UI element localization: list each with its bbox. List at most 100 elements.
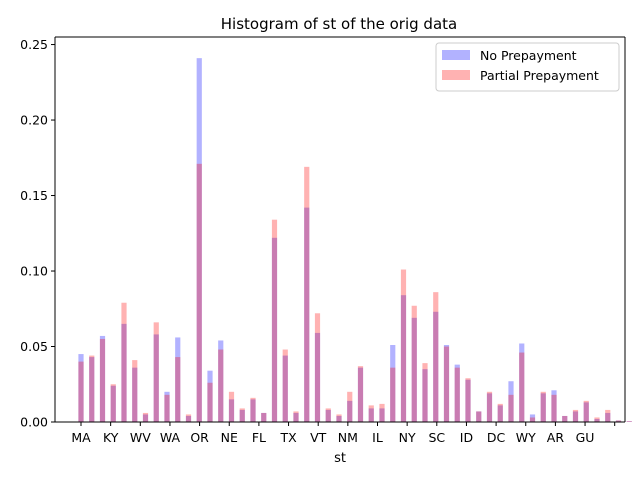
bar-partial-prepayment-1 [89, 355, 95, 422]
bar-no-prepayment-0 [78, 354, 84, 422]
x-tick-label: FL [252, 430, 266, 445]
bar-no-prepayment-21 [304, 207, 310, 422]
bar-no-prepayment-35 [454, 364, 460, 422]
bar-no-prepayment-15 [239, 409, 245, 422]
x-tick-label: IL [372, 430, 383, 445]
x-tick-label: AR [547, 430, 565, 445]
bar-partial-prepayment-21 [304, 166, 310, 422]
legend-label-1: Partial Prepayment [480, 68, 599, 83]
bar-partial-prepayment-26 [357, 366, 364, 422]
bar-partial-prepayment-33 [433, 292, 439, 422]
bar-partial-prepayment-42 [529, 417, 536, 422]
bar-partial-prepayment-37 [476, 411, 482, 422]
bar-partial-prepayment-51 [626, 421, 632, 422]
y-tick-label: 0.10 [20, 264, 48, 279]
bar-no-prepayment-22 [314, 332, 321, 422]
bar-partial-prepayment-45 [562, 415, 568, 422]
bar-partial-prepayment-36 [465, 378, 471, 422]
legend-box [435, 42, 620, 92]
bar-partial-prepayment-32 [422, 363, 428, 422]
bar-no-prepayment-6 [142, 414, 149, 422]
bar-no-prepayment-2 [99, 335, 106, 422]
bar-no-prepayment-7 [153, 334, 159, 422]
bar-no-prepayment-8 [164, 391, 170, 422]
axes-group [54, 36, 626, 423]
x-tick-label: KY [103, 430, 119, 445]
bar-partial-prepayment-30 [400, 269, 407, 422]
y-tick-label: 0.05 [20, 339, 48, 354]
bar-partial-prepayment-10 [185, 414, 192, 422]
bar-partial-prepayment-6 [142, 412, 149, 422]
bar-no-prepayment-43 [540, 393, 546, 422]
bar-partial-prepayment-14 [228, 391, 235, 422]
chart-title: Histogram of st of the orig data [221, 15, 457, 33]
bar-no-prepayment-13 [218, 340, 224, 422]
bar-no-prepayment-11 [196, 58, 202, 422]
x-tick-label: GU [576, 430, 595, 445]
bar-partial-prepayment-18 [271, 219, 278, 422]
bar-partial-prepayment-23 [325, 408, 331, 422]
x-ticks-group: MA KY WV WA OR NE FL TX VT NM IL NY SC ID DC WY AR GU [71, 422, 616, 445]
legend-swatch-1 [442, 70, 470, 80]
y-tick-label: 0.25 [20, 37, 48, 52]
x-tick-label: WY [516, 430, 536, 445]
bar-no-prepayment-28 [379, 408, 385, 422]
bar-partial-prepayment-38 [486, 391, 493, 422]
bar-no-prepayment-44 [551, 390, 557, 422]
bar-no-prepayment-14 [228, 399, 235, 422]
bar-no-prepayment-25 [347, 400, 353, 422]
bar-no-prepayment-9 [175, 337, 181, 422]
bar-no-prepayment-5 [132, 367, 138, 422]
x-tick-label: NE [221, 430, 238, 445]
bar-no-prepayment-18 [271, 237, 278, 422]
bar-partial-prepayment-19 [282, 349, 288, 422]
bar-no-prepayment-47 [583, 402, 589, 422]
bar-partial-prepayment-31 [411, 305, 417, 422]
bar-partial-prepayment-35 [454, 367, 460, 422]
bar-partial-prepayment-8 [164, 394, 170, 422]
bar-partial-prepayment-17 [261, 412, 267, 422]
bar-partial-prepayment-15 [239, 408, 245, 422]
bar-no-prepayment-40 [508, 381, 514, 422]
bar-no-prepayment-4 [121, 323, 127, 422]
bar-no-prepayment-37 [476, 411, 482, 422]
bar-partial-prepayment-20 [293, 411, 299, 422]
bar-partial-prepayment-7 [153, 322, 159, 422]
bar-no-prepayment-17 [261, 412, 267, 422]
bar-partial-prepayment-2 [99, 338, 106, 422]
bar-no-prepayment-36 [465, 379, 471, 422]
bar-no-prepayment-33 [433, 311, 439, 422]
bar-partial-prepayment-40 [508, 394, 514, 422]
legend: No Prepayment Partial Prepayment [435, 42, 620, 92]
y-tick-label: 0.20 [20, 113, 48, 128]
bar-no-prepayment-12 [207, 370, 213, 422]
bar-partial-prepayment-29 [390, 367, 396, 422]
bar-partial-prepayment-5 [132, 360, 138, 422]
bar-partial-prepayment-3 [110, 384, 116, 422]
bar-no-prepayment-39 [497, 405, 503, 422]
bar-no-prepayment-32 [422, 369, 428, 422]
bar-no-prepayment-19 [282, 355, 288, 422]
bar-partial-prepayment-48 [594, 417, 600, 422]
bar-no-prepayment-51 [626, 421, 632, 422]
bar-partial-prepayment-44 [551, 394, 557, 422]
bar-no-prepayment-34 [443, 345, 450, 422]
bar-no-prepayment-41 [519, 343, 525, 422]
legend-swatch-0 [442, 50, 470, 60]
bar-partial-prepayment-24 [336, 414, 342, 422]
bar-no-prepayment-38 [486, 393, 493, 422]
bar-no-prepayment-23 [325, 409, 331, 422]
bar-partial-prepayment-46 [572, 409, 579, 422]
bars-group [78, 58, 632, 422]
bar-partial-prepayment-43 [540, 391, 546, 422]
x-tick-label: WV [130, 430, 151, 445]
bar-no-prepayment-1 [89, 357, 95, 422]
bar-partial-prepayment-50 [615, 420, 622, 422]
bar-partial-prepayment-22 [314, 313, 321, 422]
x-axis-label: st [334, 451, 346, 466]
bar-partial-prepayment-25 [347, 391, 353, 422]
x-tick-label: NY [399, 430, 416, 445]
x-tick-label: TX [279, 430, 297, 445]
x-tick-label: MA [71, 430, 91, 445]
bar-no-prepayment-30 [400, 295, 407, 422]
